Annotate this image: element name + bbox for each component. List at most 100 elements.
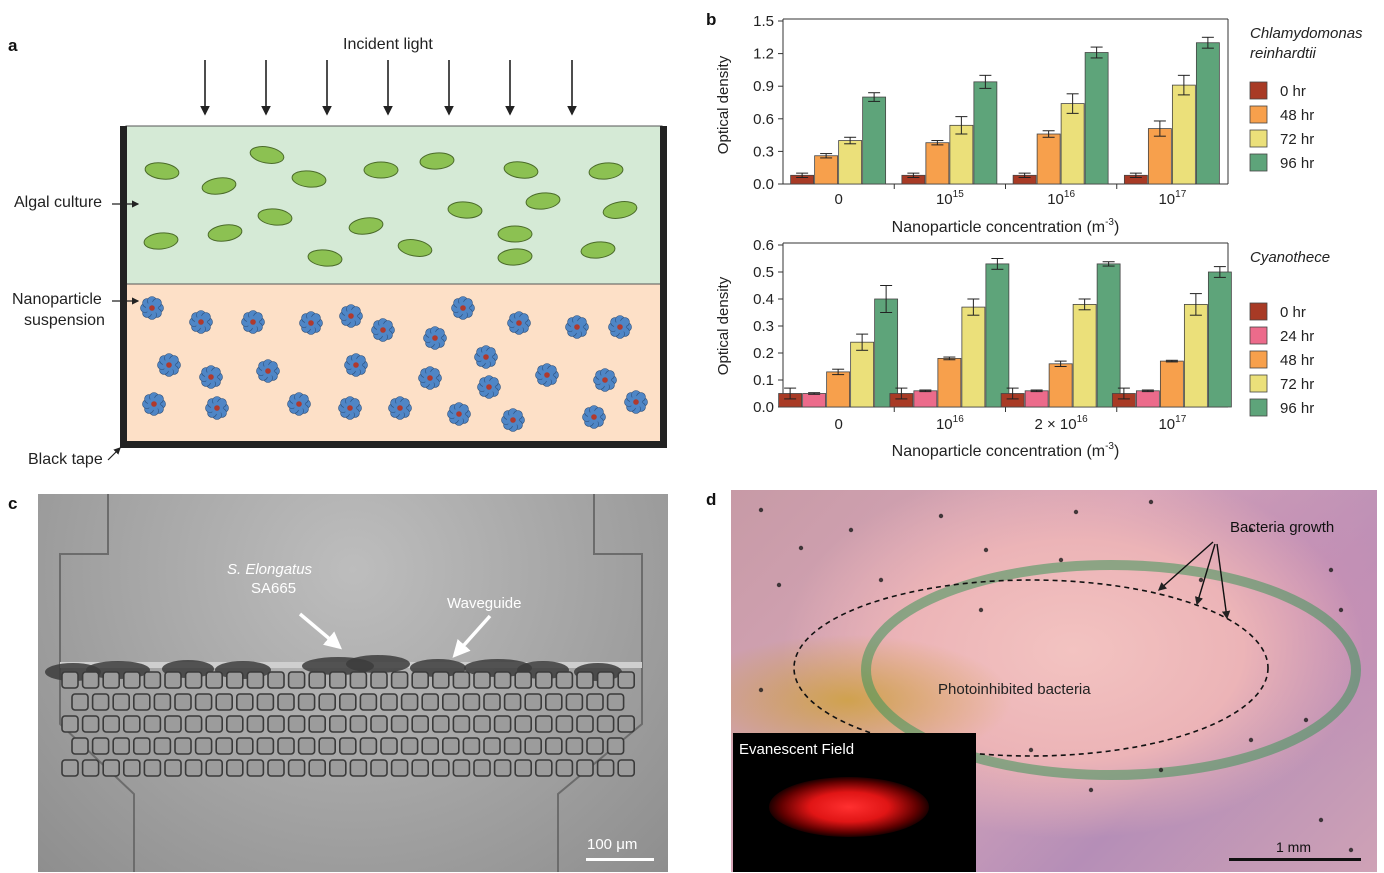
bar	[1207, 271, 1232, 408]
debris-dot	[798, 545, 804, 551]
nanoparticle-core	[633, 399, 639, 405]
nanoparticle-core	[544, 372, 550, 378]
legend-swatch	[1249, 350, 1268, 369]
nanoparticle-core	[486, 384, 492, 390]
waveguide-cell	[308, 671, 327, 689]
waveguide-cell	[534, 671, 553, 689]
nanoparticle	[338, 396, 362, 420]
legend-label: 72 hr	[1280, 131, 1314, 148]
microscope-image-c	[38, 494, 668, 872]
nanoparticle	[189, 310, 213, 334]
algal-cell	[580, 241, 616, 259]
debris-dot	[758, 507, 764, 513]
nanoparticle	[339, 304, 363, 328]
waveguide-cell	[194, 693, 213, 711]
waveguide-cell	[576, 715, 594, 733]
y-tick-label: 0.6	[753, 237, 774, 254]
waveguide-cell	[421, 693, 440, 711]
nanoparticle	[418, 366, 442, 390]
legend-label: 0 hr	[1280, 83, 1306, 100]
waveguide-cell	[236, 693, 254, 711]
waveguide-cell	[390, 671, 409, 689]
nanoparticle	[507, 311, 531, 335]
nanoparticle-label-line2: suspension	[24, 312, 105, 329]
algal-cell	[207, 224, 243, 242]
waveguide-cell	[153, 737, 172, 755]
bar	[1060, 103, 1085, 185]
black-tape-pointer	[107, 447, 121, 461]
waveguide-cell	[555, 759, 574, 777]
legend-swatch	[1249, 81, 1268, 100]
waveguide-cell	[81, 759, 100, 777]
waveguide-cell	[338, 693, 357, 711]
y-tick-label: 0.2	[753, 345, 774, 362]
nanoparticle-core	[149, 305, 155, 311]
waveguide-cell	[256, 737, 275, 755]
legend-label: 48 hr	[1280, 107, 1314, 124]
waveguide-cell	[400, 693, 419, 711]
waveguide-cell	[102, 671, 120, 689]
waveguide-cell	[421, 737, 440, 755]
category-label: 0	[834, 191, 842, 208]
waveguide-cell	[380, 693, 398, 711]
debris-dot	[1248, 527, 1254, 533]
waveguide-cell	[215, 693, 233, 711]
waveguide-cell	[400, 737, 419, 755]
waveguide-cell	[565, 693, 584, 711]
bacteria-clump	[346, 655, 410, 673]
category-label: 1015	[936, 189, 964, 208]
waveguide-cell	[473, 759, 491, 777]
waveguide-cell	[524, 737, 543, 755]
panel-b-charts: 0.0 0.3 0.6 0.9 1.2 1.5 Optical density 0 1015 10…	[715, 13, 1363, 460]
algal-cell	[525, 192, 561, 210]
nanoparticle	[287, 392, 311, 416]
evanescent-field-inset	[733, 733, 976, 872]
bar	[1072, 303, 1097, 408]
waveguide-cell	[349, 671, 368, 689]
y-tick-label: 1.2	[753, 46, 774, 63]
legend-swatch	[1249, 105, 1268, 124]
waveguide-cell	[586, 693, 604, 711]
nanoparticle-core	[591, 414, 597, 420]
legend-label: 24 hr	[1280, 328, 1314, 345]
waveguide-cell	[411, 671, 430, 689]
panel-letter-b: b	[706, 10, 717, 29]
species-title: Cyanothece	[1250, 249, 1330, 266]
waveguide-cell	[267, 671, 285, 689]
legend-label: 96 hr	[1280, 400, 1314, 417]
waveguide-cell	[205, 671, 223, 689]
algal-cell	[201, 177, 237, 195]
growth-ring	[861, 560, 1361, 780]
algal-cell	[497, 248, 533, 266]
algal-cell	[291, 170, 327, 188]
panel-letter-c: c	[8, 494, 18, 513]
category-label: 1017	[1158, 414, 1186, 433]
nanoparticle	[593, 368, 617, 392]
nanoparticle	[423, 326, 447, 350]
waveguide-cell	[534, 759, 553, 777]
nanoparticle-core	[617, 324, 623, 330]
debris-dot	[1158, 767, 1164, 773]
waveguide-label: Waveguide	[447, 595, 522, 612]
nanoparticle-core	[574, 324, 580, 330]
evanescent-glow	[769, 777, 929, 837]
bar	[961, 306, 986, 408]
nanoparticle	[447, 402, 471, 426]
waveguide-cell	[61, 759, 79, 777]
nanoparticle	[474, 345, 498, 369]
waveguide-cell	[544, 693, 563, 711]
waveguide-cell	[524, 693, 543, 711]
nanoparticle	[199, 365, 223, 389]
waveguide-cell	[431, 715, 450, 733]
waveguide-cell	[431, 759, 450, 777]
bar	[925, 142, 950, 185]
waveguide-cell	[143, 759, 162, 777]
waveguide-cell	[359, 693, 378, 711]
nanoparticle-core	[602, 377, 608, 383]
incident-light-arrows	[200, 60, 577, 116]
waveguide-cell	[431, 671, 450, 689]
waveguide-cell	[462, 737, 481, 755]
debris-dot	[1198, 577, 1204, 583]
panel-letter-d: d	[706, 490, 717, 509]
nanoparticle-core	[510, 417, 516, 423]
